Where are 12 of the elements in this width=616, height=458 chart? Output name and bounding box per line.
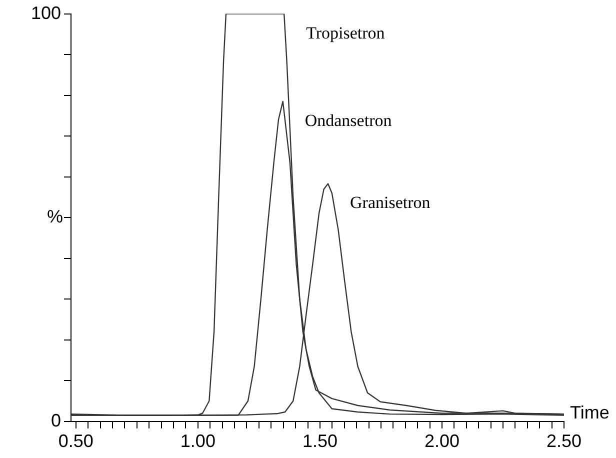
x-axis-title: Time xyxy=(570,402,610,422)
x-tick-label: 1.00 xyxy=(180,431,216,452)
y-tick-label: 100 xyxy=(30,2,62,23)
x-tick-label: 0.50 xyxy=(58,431,94,452)
series-label: Tropisetron xyxy=(306,23,386,42)
y-tick-label: 0 xyxy=(51,410,62,430)
x-tick-label: 2.00 xyxy=(424,431,460,452)
y-axis-title: % xyxy=(47,206,64,227)
series-label: Ondansetron xyxy=(304,110,392,130)
x-tick-label: 1.50 xyxy=(302,431,338,452)
x-tick-label: 2.50 xyxy=(546,431,582,452)
series-label: Granisetron xyxy=(350,193,431,212)
